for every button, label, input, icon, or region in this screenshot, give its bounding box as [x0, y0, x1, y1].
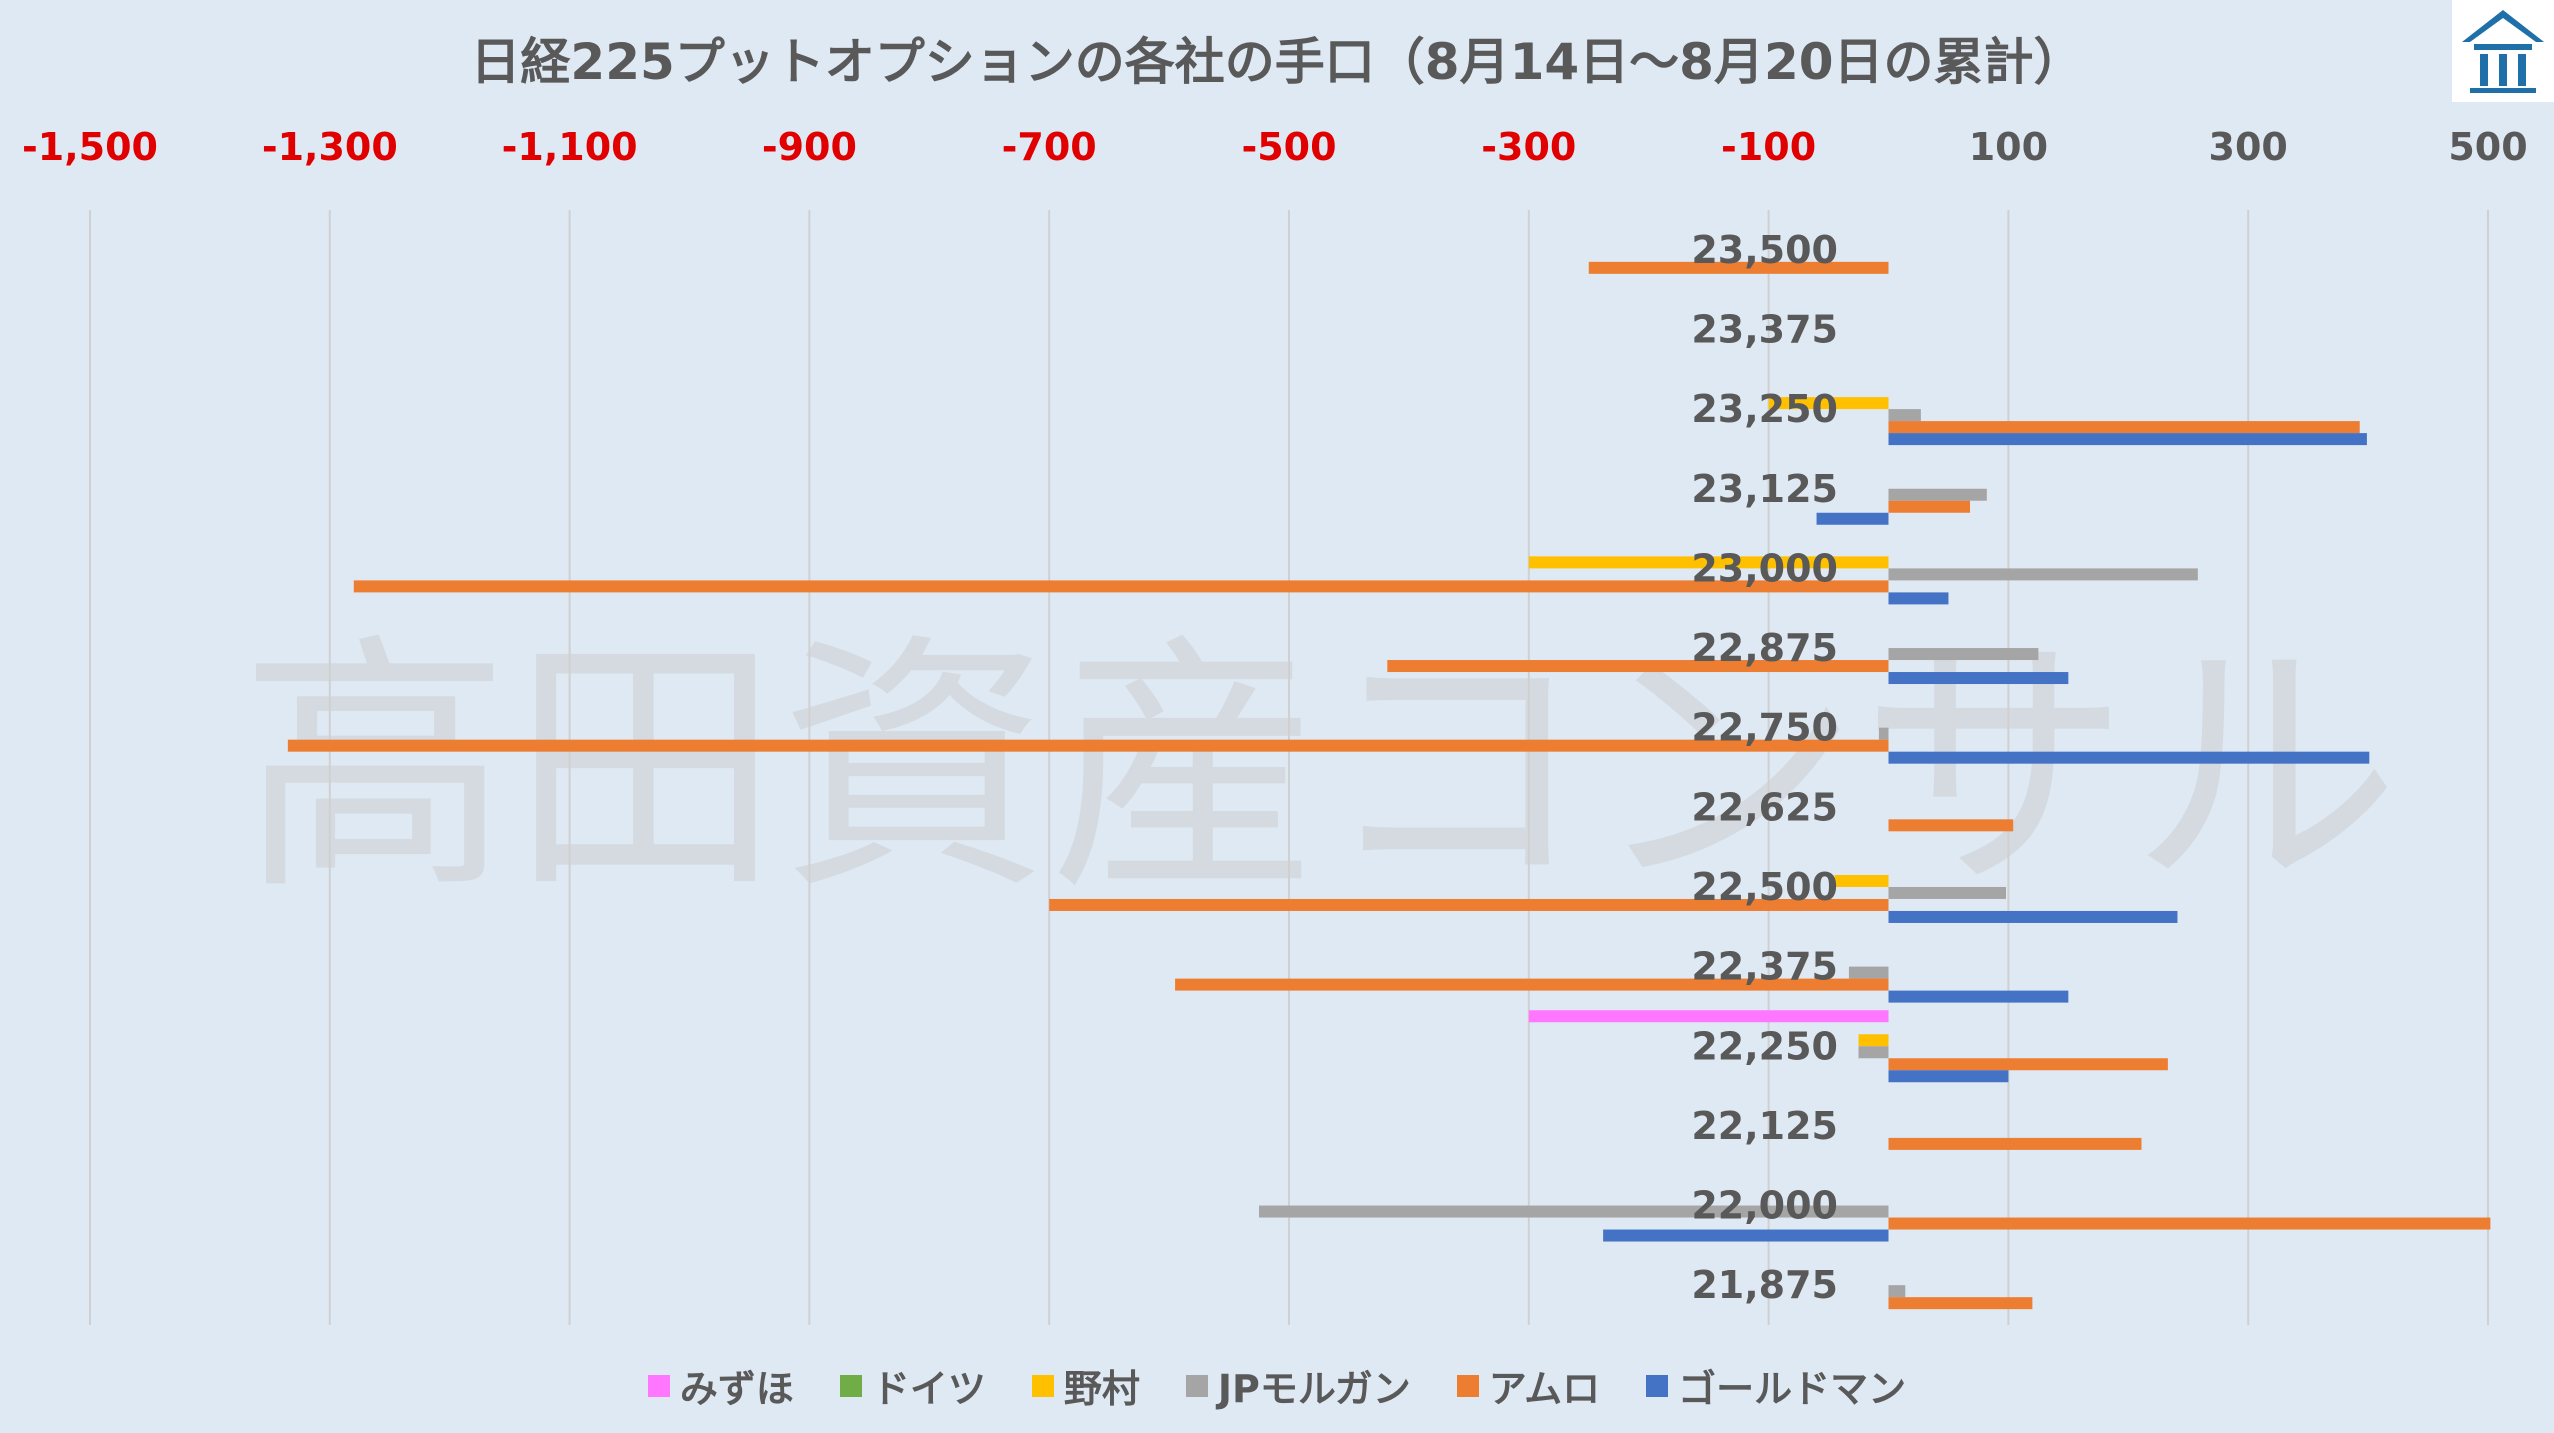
legend-item: 野村 [1031, 1358, 1140, 1413]
y-axis-labels: 23,500 23,375 23,250 23,125 23,000 22,875 22,7… [1691, 228, 1838, 1307]
legend-swatch [647, 1374, 670, 1397]
house-building-logo-icon [2452, 0, 2554, 102]
gridlines [89, 210, 2489, 1325]
bar [353, 580, 1889, 593]
bar [1848, 966, 1889, 979]
legend-item: ゴールドマン [1646, 1358, 1906, 1413]
x-tick-label: -1,300 [262, 125, 398, 169]
bar [1834, 874, 1889, 887]
bar [1528, 1010, 1889, 1023]
legend-label: みずほ [679, 1367, 794, 1411]
legend-label: 野村 [1063, 1367, 1140, 1411]
bar [1816, 512, 1889, 525]
y-tick-label: 23,500 [1691, 228, 1838, 272]
legend-item: JPモルガン [1185, 1358, 1411, 1413]
y-tick-label: 22,875 [1691, 626, 1838, 670]
y-tick-label: 23,000 [1691, 546, 1838, 590]
bar [1878, 727, 1889, 740]
bar [1387, 660, 1889, 673]
x-tick-label: -100 [1721, 125, 1816, 169]
x-tick-label: 300 [2209, 125, 2288, 169]
bars [287, 261, 2491, 1310]
legend-item: ドイツ [839, 1358, 986, 1413]
y-tick-label: 23,125 [1691, 467, 1838, 511]
y-tick-label: 22,250 [1691, 1024, 1838, 1068]
x-tick-label: 500 [2448, 125, 2527, 169]
bar [1888, 433, 2367, 446]
legend-swatch [839, 1374, 862, 1397]
bar [1888, 592, 1949, 605]
bar [1888, 1285, 1906, 1298]
legend-label: JPモルガン [1217, 1367, 1411, 1411]
bar [1049, 898, 1889, 911]
x-tick-label: 100 [1969, 125, 2048, 169]
bar [1588, 261, 1889, 274]
bar [1858, 1034, 1889, 1047]
legend-item: みずほ [647, 1358, 794, 1413]
bar [1888, 421, 2360, 434]
bar [1888, 1058, 2168, 1071]
y-tick-label: 23,250 [1691, 387, 1838, 431]
y-tick-label: 22,500 [1691, 865, 1838, 909]
bar [1888, 648, 2039, 661]
legend-swatch [1456, 1374, 1479, 1397]
bar [287, 739, 1889, 752]
bar [1888, 990, 2069, 1003]
legend-label: アムロ [1488, 1367, 1601, 1411]
legend-item: アムロ [1456, 1358, 1601, 1413]
legend-swatch [1185, 1374, 1208, 1397]
bar [1888, 1297, 2033, 1310]
legend-label: ドイツ [871, 1367, 986, 1411]
x-tick-label: -500 [1241, 125, 1336, 169]
bar [1768, 397, 1889, 410]
bar [1888, 910, 2178, 923]
bar [1888, 500, 1971, 513]
bar [1175, 978, 1889, 991]
legend-label: ゴールドマン [1678, 1367, 1907, 1411]
x-tick-label: -1,100 [502, 125, 638, 169]
bar [1888, 886, 2007, 899]
chart-title: 日経225プットオプションの各社の手口（8月14日～8月20日の累計） [470, 33, 2084, 91]
bar [1888, 568, 2198, 581]
x-tick-label: -700 [1002, 125, 1097, 169]
bar [1888, 1137, 2142, 1150]
x-tick-label: -300 [1481, 125, 1576, 169]
bar [1888, 409, 1921, 422]
y-tick-label: 23,375 [1691, 307, 1838, 351]
legend-swatch [1646, 1374, 1669, 1397]
bar [1858, 1046, 1889, 1059]
y-tick-label: 21,875 [1691, 1263, 1838, 1307]
bar [1888, 1070, 2009, 1083]
bar [1259, 1205, 1889, 1218]
bar [1888, 751, 2370, 764]
legend-swatch [1031, 1374, 1054, 1397]
bar [1528, 556, 1889, 569]
y-tick-label: 22,750 [1691, 706, 1838, 750]
bar [1888, 672, 2069, 685]
x-tick-label: -1,500 [22, 125, 158, 169]
legend: みずほ ドイツ 野村 JPモルガン アムロ ゴールドマン [0, 1358, 2554, 1413]
x-tick-label: -900 [762, 125, 857, 169]
x-axis-labels: -1,500 -1,300 -1,100 -900 -700 -500 -300 -100 10… [22, 125, 2528, 169]
bar [1888, 488, 1987, 501]
y-tick-label: 22,000 [1691, 1184, 1838, 1228]
watermark-text: 高田資産コンサル [240, 611, 2400, 926]
y-tick-label: 22,625 [1691, 785, 1838, 829]
bar [1888, 1217, 2491, 1230]
y-tick-label: 22,125 [1691, 1104, 1838, 1148]
y-tick-label: 22,375 [1691, 945, 1838, 989]
bar [1888, 819, 2014, 832]
bar [1603, 1229, 1889, 1242]
